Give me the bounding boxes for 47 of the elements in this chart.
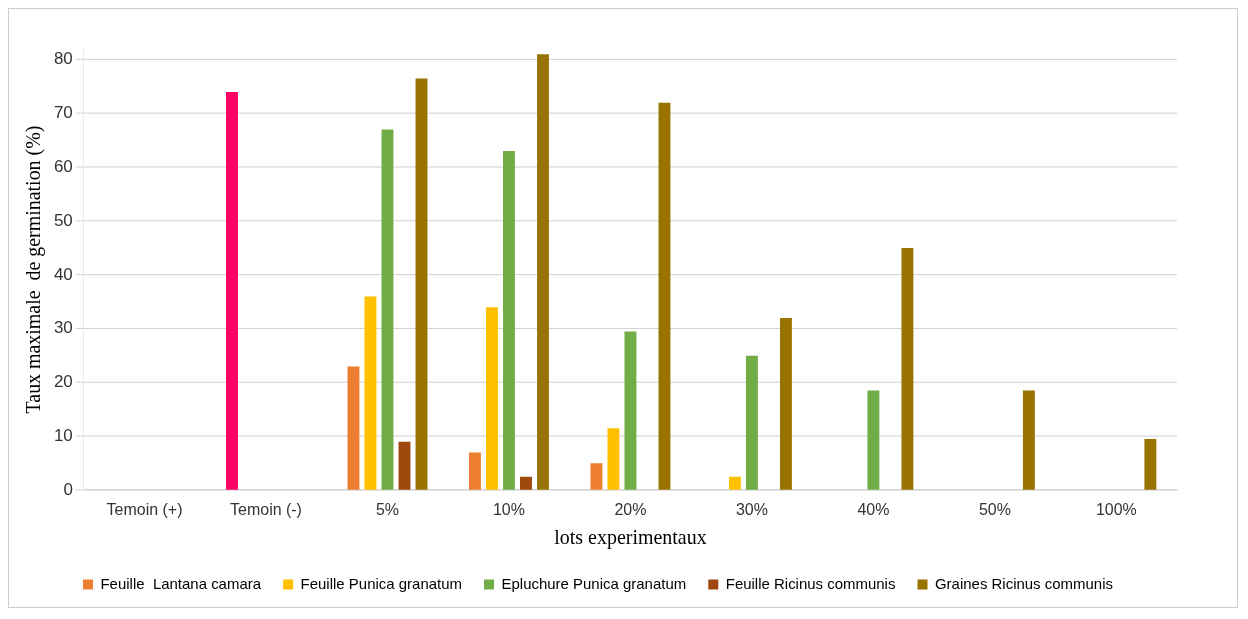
x-tick-label: 100% xyxy=(1095,501,1137,519)
bar xyxy=(226,91,238,490)
y-tick-label: 20 xyxy=(53,372,73,392)
bar xyxy=(728,476,741,490)
bar xyxy=(347,366,360,490)
y-tick-label: 60 xyxy=(53,156,73,176)
bar xyxy=(537,54,549,490)
bar xyxy=(624,331,637,490)
y-tick-label: 10 xyxy=(53,426,73,446)
bar xyxy=(590,463,603,490)
x-tick-label: 50% xyxy=(978,501,1011,519)
bar xyxy=(520,476,532,490)
y-tick-label: 30 xyxy=(53,318,73,338)
legend-label: Feuille Lantana camara xyxy=(100,574,262,592)
y-tick-label: 80 xyxy=(53,49,73,69)
bar xyxy=(503,151,515,490)
y-tick-label: 50 xyxy=(53,210,73,230)
bar xyxy=(364,296,377,490)
x-tick-label: Temoin (-) xyxy=(230,501,302,519)
bar xyxy=(745,355,758,490)
y-axis-title: Taux maximale de germination (%) xyxy=(22,125,46,414)
bar xyxy=(381,129,394,490)
bar xyxy=(607,428,620,490)
bar xyxy=(486,307,498,490)
x-axis-title: lots experimentaux xyxy=(554,526,707,550)
x-tick-label: 10% xyxy=(492,501,525,519)
bar xyxy=(1144,439,1157,490)
y-tick-label: 40 xyxy=(53,264,73,284)
x-tick-label: 5% xyxy=(375,501,400,519)
legend-label: Feuille Ricinus communis xyxy=(725,574,896,592)
bar xyxy=(779,317,792,490)
bar xyxy=(901,248,914,490)
x-tick-label: Temoin (+) xyxy=(106,501,183,519)
legend-label: Graines Ricinus communis xyxy=(934,574,1113,592)
y-tick-label: 70 xyxy=(53,103,73,123)
x-tick-label: 30% xyxy=(735,501,768,519)
legend-label: Feuille Punica granatum xyxy=(300,574,462,592)
x-tick-label: 20% xyxy=(614,501,647,519)
bar xyxy=(658,102,671,490)
x-tick-label: 40% xyxy=(857,501,890,519)
bar xyxy=(415,78,428,490)
bar xyxy=(867,390,880,490)
bar xyxy=(1022,390,1035,490)
legend-label: Epluchure Punica granatum xyxy=(501,574,687,592)
bar xyxy=(398,441,411,490)
bar xyxy=(469,452,481,490)
y-tick-label: 0 xyxy=(63,479,73,499)
